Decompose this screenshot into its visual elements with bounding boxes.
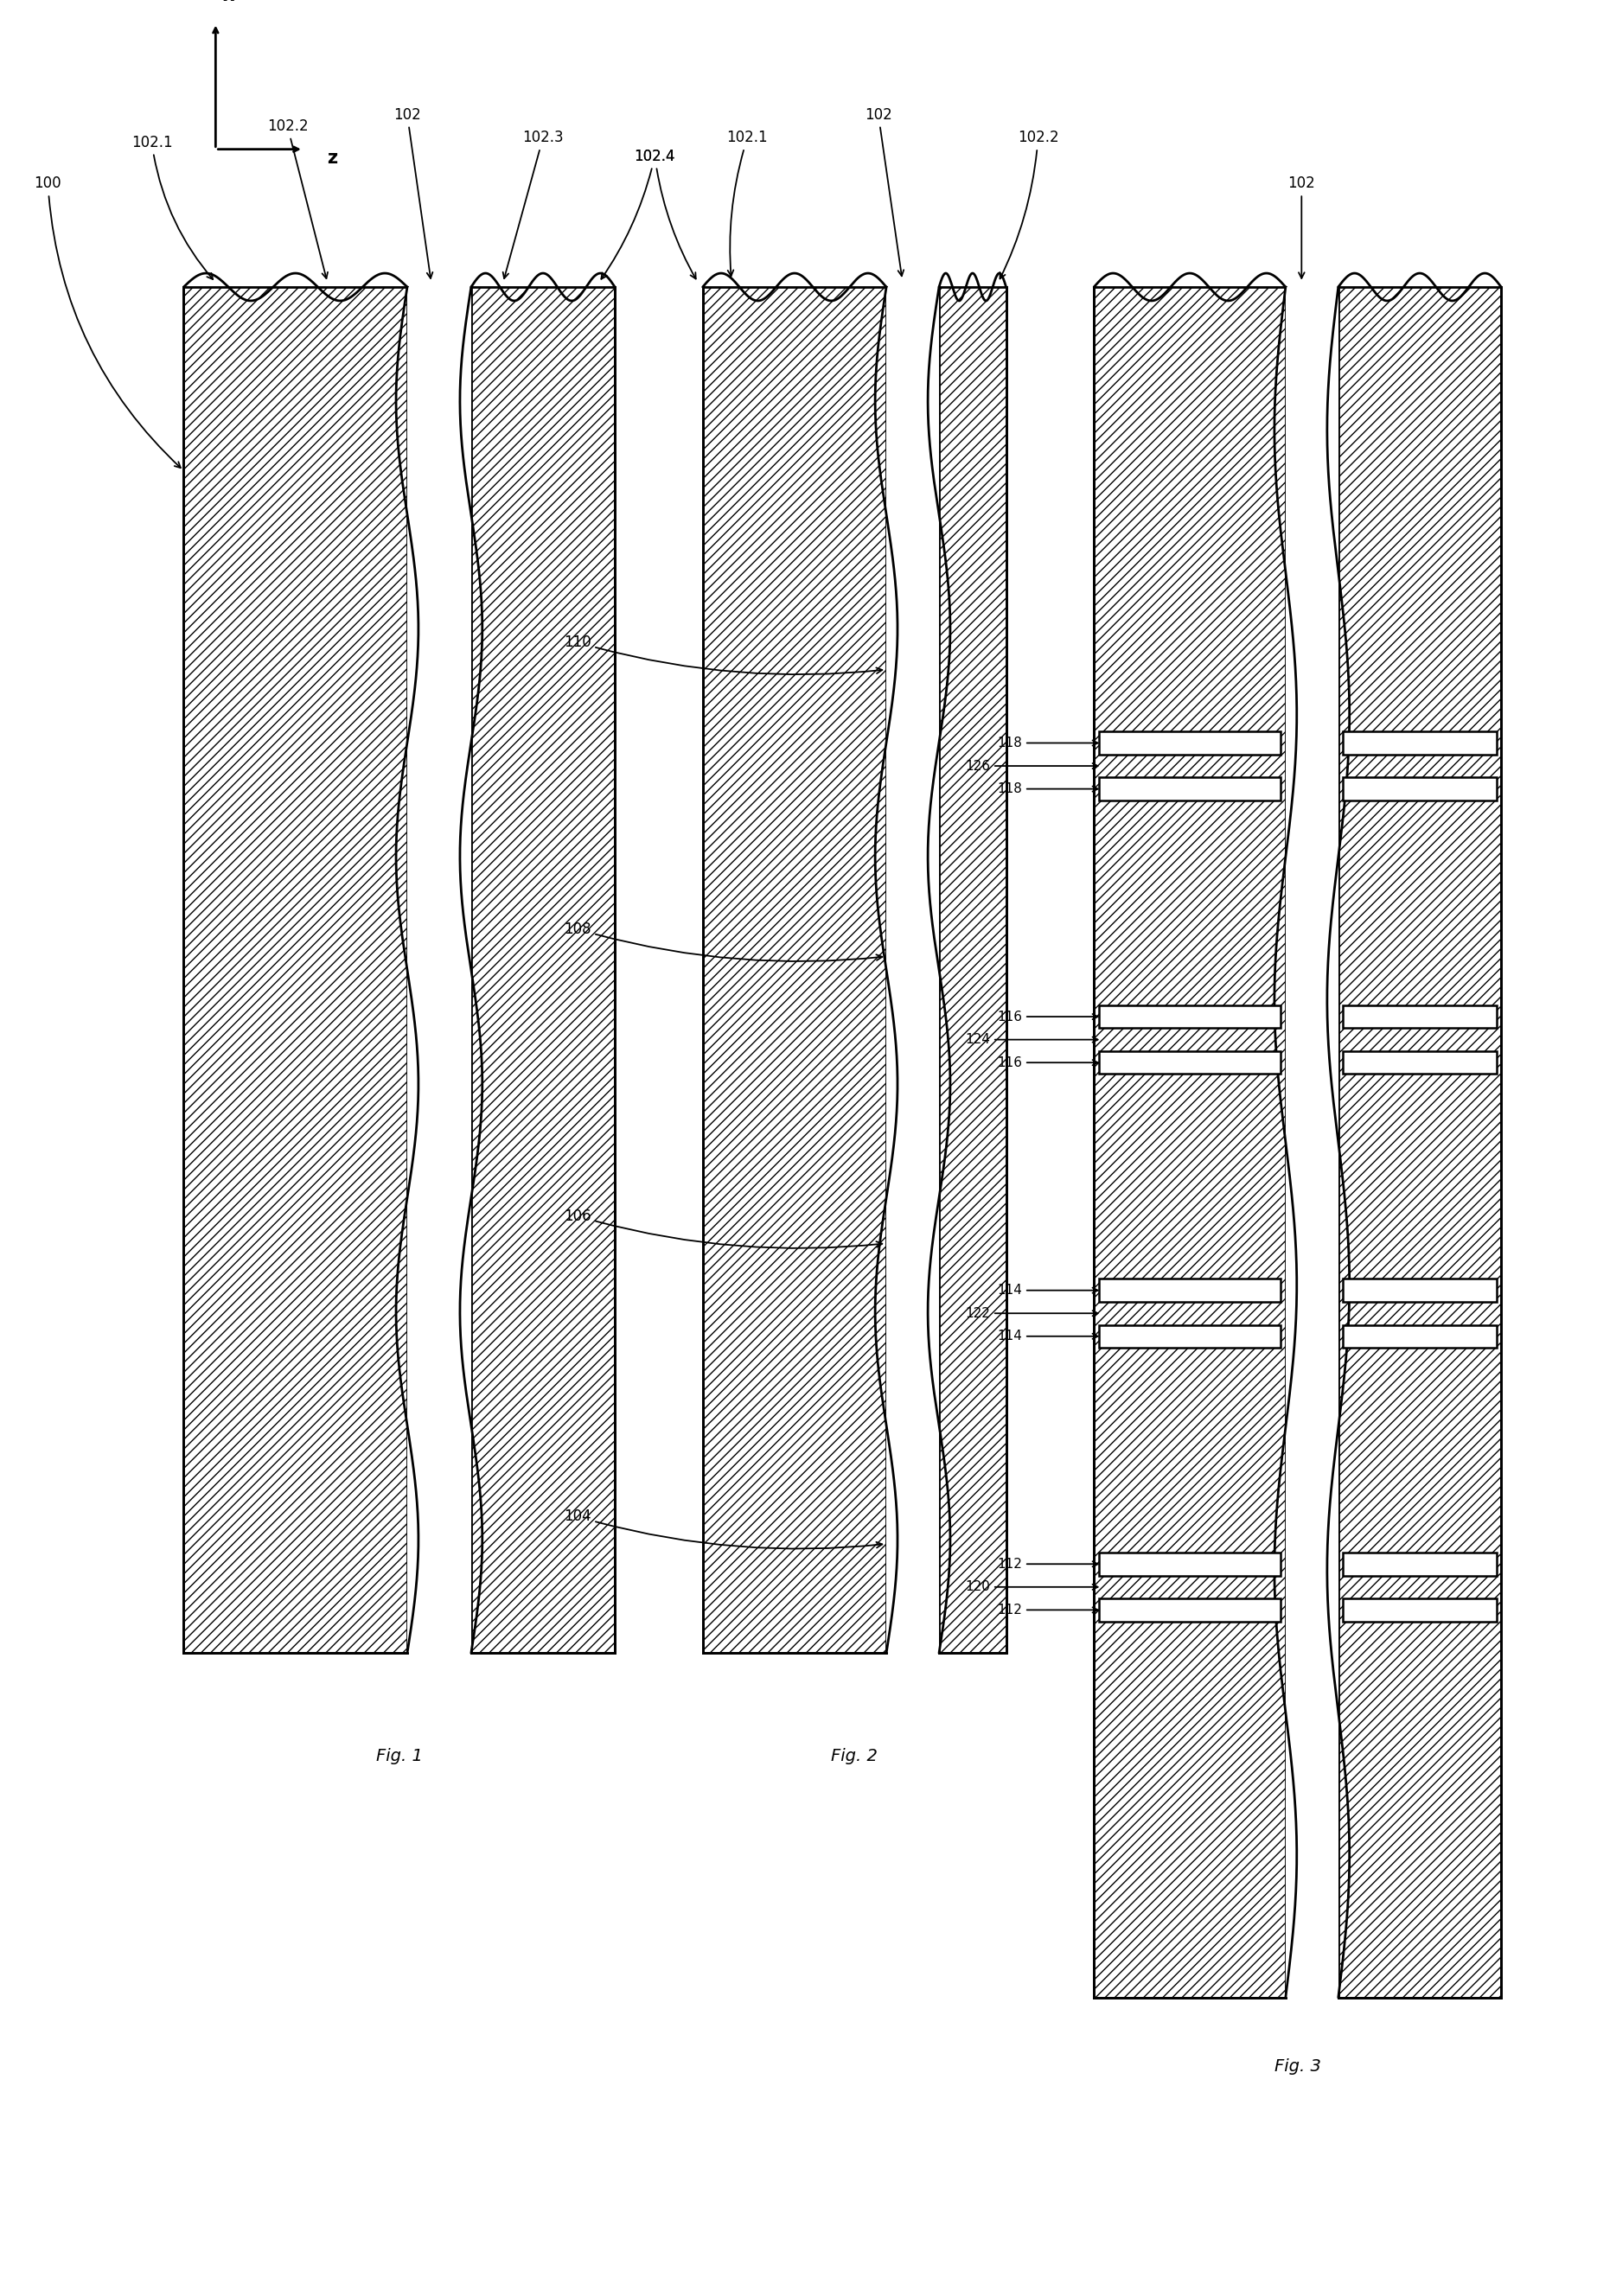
Bar: [1338, 287, 1501, 1998]
Bar: [1343, 1325, 1496, 1348]
Bar: [1343, 1598, 1496, 1621]
Bar: [184, 287, 407, 1653]
Text: 102.2: 102.2: [267, 119, 327, 278]
Bar: [1286, 287, 1338, 1998]
Text: 102.1: 102.1: [131, 135, 212, 280]
Bar: [1099, 778, 1281, 801]
Bar: [471, 287, 615, 1653]
Text: x: x: [222, 0, 235, 5]
Bar: [1343, 1279, 1496, 1302]
Bar: [1343, 1006, 1496, 1029]
Bar: [1338, 287, 1501, 1998]
Text: 106: 106: [564, 1208, 882, 1249]
Bar: [1343, 1552, 1496, 1575]
Text: 126: 126: [965, 760, 1097, 771]
Text: 124: 124: [965, 1033, 1097, 1047]
Text: 102: 102: [393, 108, 433, 278]
Bar: [886, 287, 939, 1653]
Bar: [1099, 1552, 1281, 1575]
Bar: [1099, 1325, 1281, 1348]
Text: 118: 118: [997, 737, 1097, 748]
Text: 122: 122: [965, 1306, 1097, 1320]
Bar: [939, 287, 1006, 1653]
Bar: [1099, 1052, 1281, 1075]
Bar: [1343, 732, 1496, 755]
Text: Fig. 3: Fig. 3: [1274, 2057, 1321, 2076]
Bar: [703, 287, 886, 1653]
Text: 102: 102: [1287, 177, 1316, 278]
Bar: [1094, 287, 1286, 1998]
Bar: [939, 287, 1006, 1653]
Bar: [1099, 732, 1281, 755]
Text: 108: 108: [564, 921, 882, 962]
Bar: [703, 287, 886, 1653]
Text: 104: 104: [564, 1508, 882, 1550]
Text: 102.3: 102.3: [503, 131, 564, 278]
Text: z: z: [327, 149, 337, 168]
Text: 102.2: 102.2: [1000, 131, 1059, 278]
Text: 110: 110: [564, 634, 882, 675]
Text: 100: 100: [34, 177, 180, 468]
Bar: [407, 287, 471, 1653]
Text: 112: 112: [997, 1603, 1097, 1616]
Text: Fig. 1: Fig. 1: [375, 1747, 423, 1766]
Text: 102.1: 102.1: [727, 131, 768, 276]
Text: 102: 102: [864, 108, 904, 276]
Text: 114: 114: [997, 1329, 1097, 1343]
Bar: [1343, 778, 1496, 801]
Text: 118: 118: [997, 783, 1097, 794]
Text: 116: 116: [997, 1010, 1097, 1024]
Text: 114: 114: [997, 1283, 1097, 1297]
Text: 102.4: 102.4: [600, 149, 676, 280]
Bar: [1099, 1279, 1281, 1302]
Bar: [184, 287, 407, 1653]
Text: 112: 112: [997, 1557, 1097, 1570]
Text: Fig. 2: Fig. 2: [830, 1747, 878, 1766]
Bar: [1094, 287, 1286, 1998]
Bar: [471, 287, 615, 1653]
Bar: [1099, 1006, 1281, 1029]
Text: 120: 120: [965, 1580, 1097, 1593]
Bar: [1099, 1598, 1281, 1621]
Text: 116: 116: [997, 1056, 1097, 1070]
Bar: [1343, 1052, 1496, 1075]
Text: 102.4: 102.4: [634, 149, 696, 278]
